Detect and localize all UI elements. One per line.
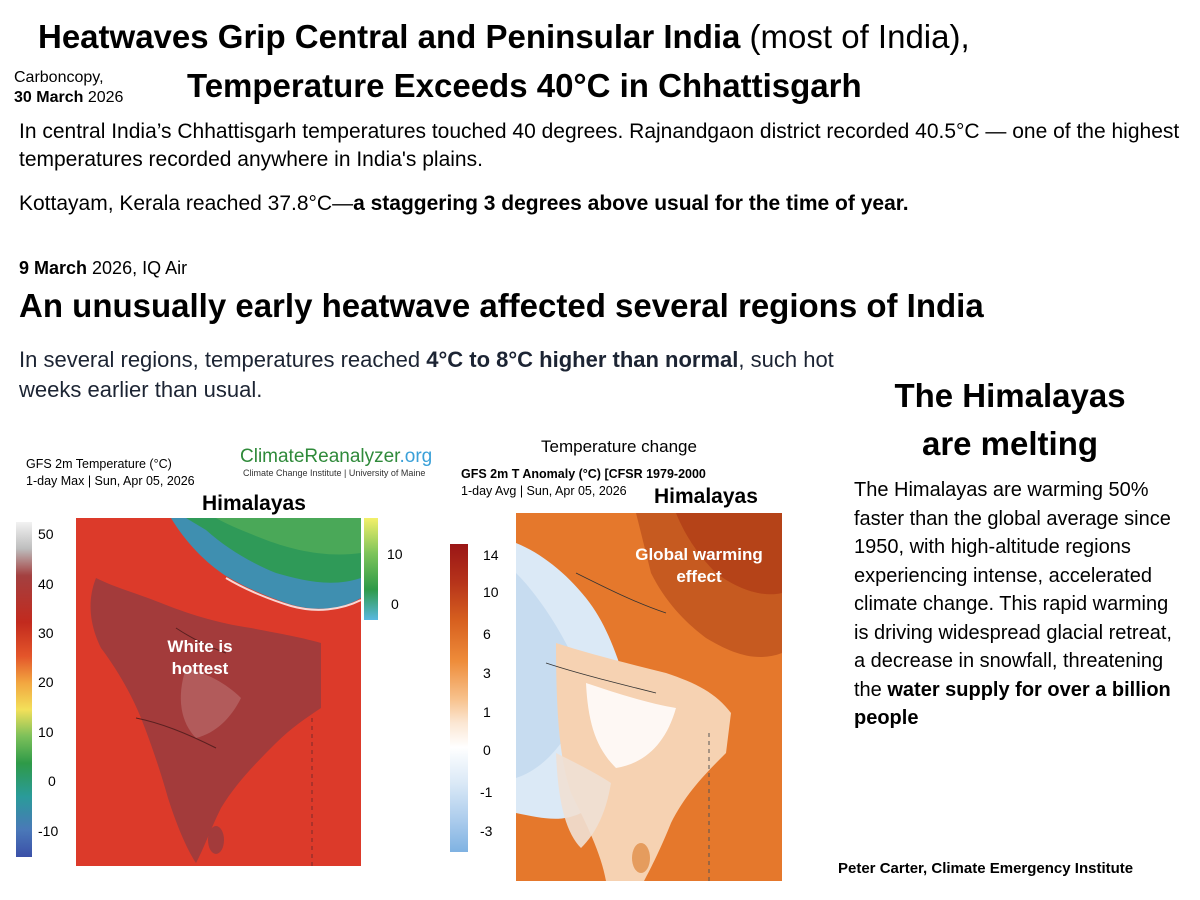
map1-tick-50: 50 <box>38 526 54 542</box>
map2-caption: GFS 2m T Anomaly (°C) [CFSR 1979-2000 1-… <box>461 467 706 498</box>
map1-caption: GFS 2m Temperature (°C) 1-day Max | Sun,… <box>26 457 195 488</box>
map2-tick-6: 6 <box>483 626 491 642</box>
map1-snow-tick-0: 0 <box>391 596 399 612</box>
map2-himalayas-label: Himalayas <box>654 485 758 508</box>
map1-tick-0: 0 <box>48 773 56 789</box>
map2-tick-1: 1 <box>483 704 491 720</box>
map2-tick-14: 14 <box>483 547 499 563</box>
map1-himalayas-label: Himalayas <box>202 492 306 515</box>
map2-tick-minus1: -1 <box>480 784 493 800</box>
climatereanalyzer-logo: ClimateReanalyzer.org <box>240 446 433 467</box>
source-carboncopy: Carboncopy, 30 March 2026 <box>14 69 124 106</box>
paragraph-chhattisgarh: In central India’s Chhattisgarh temperat… <box>19 120 1180 171</box>
map1-colorbar <box>16 522 32 857</box>
map2-tick-minus3: -3 <box>480 823 493 839</box>
headline-line-2: Temperature Exceeds 40°C in Chhattisgarh <box>187 67 862 104</box>
map2-tick-3: 3 <box>483 665 491 681</box>
map2-tick-10: 10 <box>483 584 499 600</box>
map2-colorbar <box>450 544 468 852</box>
himalayas-text: The Himalayas are warming 50% faster tha… <box>854 479 1172 729</box>
source-iqair: 9 March 2026, IQ Air <box>19 258 188 278</box>
india-anomaly-map <box>516 513 782 881</box>
map1-tick-30: 30 <box>38 625 54 641</box>
author-credit: Peter Carter, Climate Emergency Institut… <box>838 860 1134 877</box>
headline-line-1: Heatwaves Grip Central and Peninsular In… <box>38 18 970 55</box>
map2-title: Temperature change <box>541 437 697 456</box>
map1-tick-minus10: -10 <box>38 823 59 839</box>
map1-tick-40: 40 <box>38 576 54 592</box>
map2-tick-0: 0 <box>483 742 491 758</box>
map1-tick-10: 10 <box>38 724 54 740</box>
paragraph-kottayam: Kottayam, Kerala reached 37.8°C—a stagge… <box>19 192 909 215</box>
map1-snow-colorbar <box>364 518 378 620</box>
climatereanalyzer-subtitle: Climate Change Institute | University of… <box>243 468 426 478</box>
india-temperature-map <box>76 518 361 866</box>
himalayas-title: The Himalayas are melting <box>894 377 1126 462</box>
map1-tick-20: 20 <box>38 674 54 690</box>
map1-overlay-label: White is hottest <box>167 637 233 678</box>
paragraph-heatwave: In several regions, temperatures reached… <box>19 347 834 402</box>
section-heading: An unusually early heatwave affected sev… <box>19 287 984 324</box>
map2-overlay-label: Global warming effect <box>635 545 763 586</box>
map1-snow-tick-10: 10 <box>387 546 403 562</box>
